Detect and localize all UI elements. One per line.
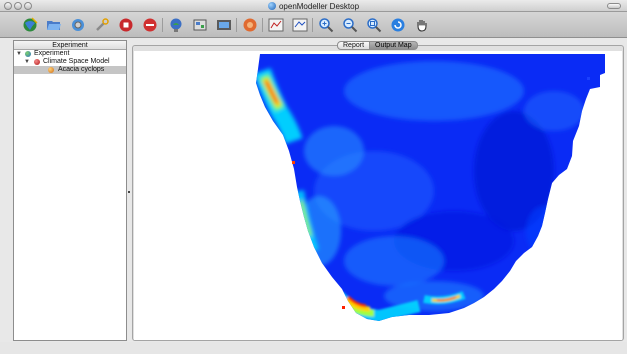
- tree-item-label: Climate Space Model: [43, 58, 110, 65]
- title-bar: openModeller Desktop: [0, 0, 627, 12]
- minimize-window-button[interactable]: [14, 2, 22, 10]
- tree-item-label: Acacia cyclops: [58, 66, 105, 73]
- chart-alt-button[interactable]: [292, 17, 308, 33]
- view-tabs: Report Output Map: [337, 41, 418, 50]
- toolbar-separator: [312, 18, 313, 32]
- toolbar-separator: [236, 18, 237, 32]
- delete-icon: [143, 18, 157, 32]
- experiment-icon: [25, 51, 31, 57]
- wrench-icon: [96, 18, 109, 31]
- wizard-button[interactable]: [22, 17, 38, 33]
- delete-button[interactable]: [142, 17, 158, 33]
- expand-triangle-icon[interactable]: ▼: [24, 59, 30, 65]
- refresh-icon: [391, 18, 405, 32]
- open-button[interactable]: [46, 17, 62, 33]
- globe-wizard-icon: [23, 17, 38, 32]
- output-map-canvas[interactable]: [134, 51, 622, 340]
- tree-item-experiment[interactable]: ▼ Experiment: [14, 50, 126, 58]
- globe-bulb-icon: [170, 18, 182, 32]
- distribution-map: [134, 51, 622, 340]
- window-title: openModeller Desktop: [278, 1, 360, 11]
- model-icon: [34, 59, 40, 65]
- model-icon: [243, 18, 257, 32]
- chart-alt-icon: [292, 18, 308, 32]
- save-image-button[interactable]: [216, 17, 232, 33]
- pan-hand-icon: [417, 20, 427, 32]
- zoom-window-button[interactable]: [24, 2, 32, 10]
- close-window-button[interactable]: [4, 2, 12, 10]
- tab-output-map[interactable]: Output Map: [370, 41, 418, 50]
- layers-icon: [193, 19, 207, 31]
- chart-icon: [268, 18, 284, 32]
- tree-item-climate-space-model[interactable]: ▼ Climate Space Model: [14, 58, 126, 66]
- refresh-button[interactable]: [390, 17, 406, 33]
- window-title-area: openModeller Desktop: [0, 0, 627, 12]
- species-icon: [48, 67, 54, 73]
- zoom-out-button[interactable]: [342, 17, 358, 33]
- status-bar: [0, 342, 627, 354]
- toolbar-toggle-button[interactable]: [607, 3, 621, 9]
- zoom-full-icon: [367, 18, 382, 33]
- algorithm-button[interactable]: [70, 17, 86, 33]
- zoom-in-button[interactable]: [318, 17, 334, 33]
- model-button[interactable]: [242, 17, 258, 33]
- app-globe-icon: [267, 2, 276, 10]
- chart-button[interactable]: [268, 17, 284, 33]
- tree-header[interactable]: Experiment: [14, 41, 126, 50]
- pan-button[interactable]: [414, 17, 430, 33]
- tab-report[interactable]: Report: [337, 41, 371, 50]
- toolbar-separator: [262, 18, 263, 32]
- tools-button[interactable]: [94, 17, 110, 33]
- toolbar-separator: [162, 18, 163, 32]
- zoom-out-icon: [343, 18, 358, 33]
- zoom-full-button[interactable]: [366, 17, 382, 33]
- layers-button[interactable]: [192, 17, 208, 33]
- tree-item-label: Experiment: [34, 50, 70, 57]
- project-button[interactable]: [168, 17, 184, 33]
- splitter-handle[interactable]: [128, 191, 130, 193]
- zoom-in-icon: [319, 18, 334, 33]
- stop-icon: [119, 18, 133, 32]
- stop-button[interactable]: [118, 17, 134, 33]
- experiment-tree-panel: Experiment ▼ Experiment ▼ Climate Space …: [13, 40, 127, 341]
- globe-gear-icon: [72, 19, 84, 31]
- toolbar: [0, 12, 627, 38]
- expand-triangle-icon[interactable]: ▼: [16, 51, 22, 57]
- image-icon: [217, 20, 231, 30]
- tree-item-acacia-cyclops[interactable]: Acacia cyclops: [14, 66, 126, 74]
- folder-open-icon: [47, 21, 61, 30]
